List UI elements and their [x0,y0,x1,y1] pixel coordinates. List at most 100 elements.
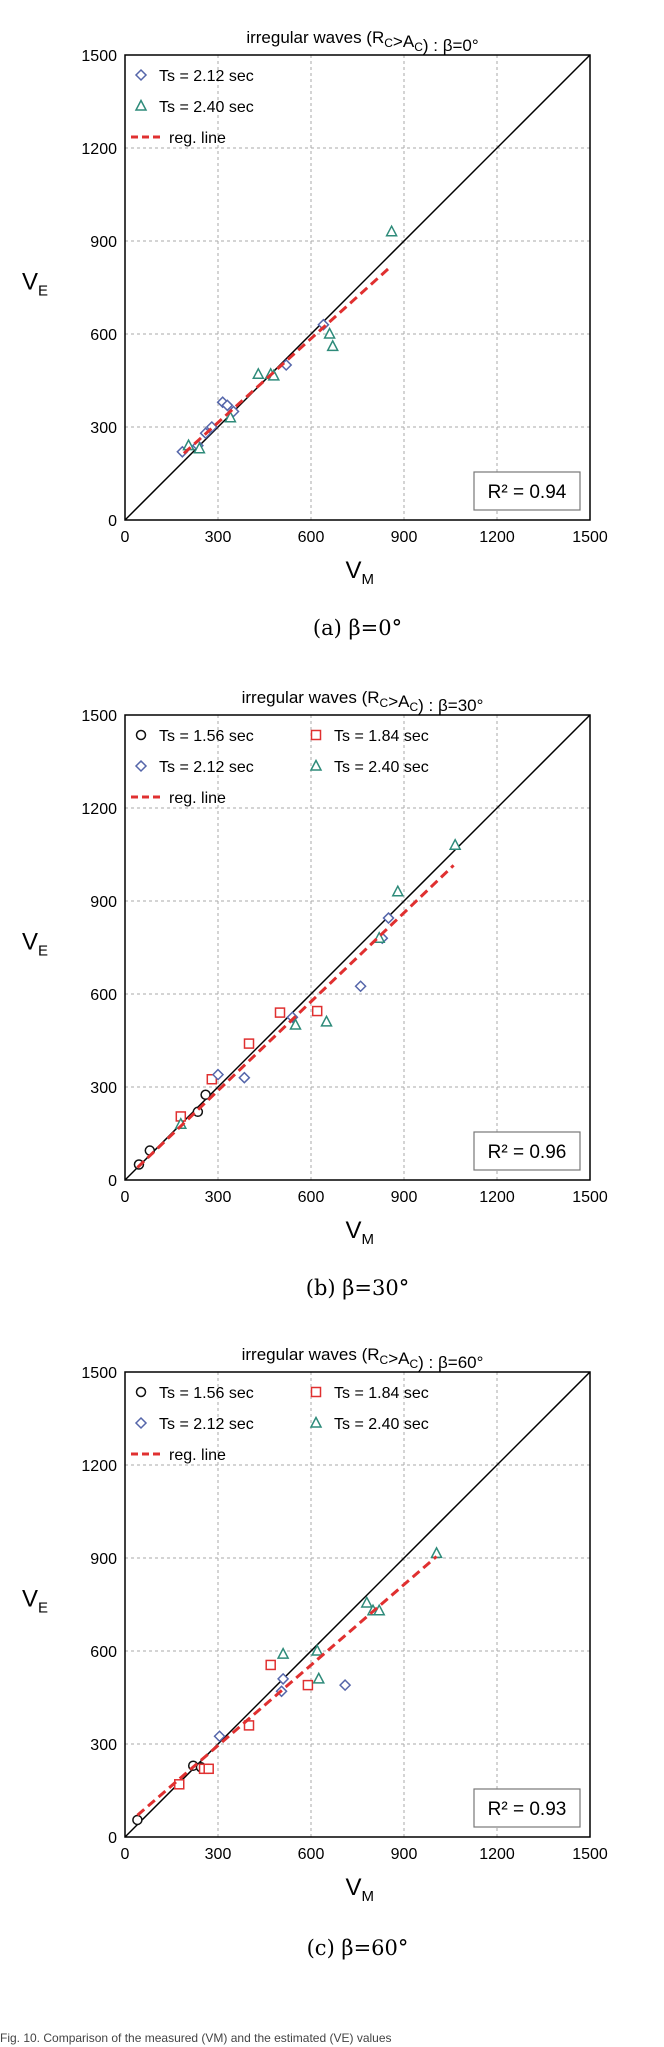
x-tick-label: 1500 [572,529,608,546]
regression-line [182,264,393,455]
y-tick-label: 0 [108,1173,117,1190]
data-point-square [203,1763,214,1775]
legend: Ts = 2.12 sec Ts = 2.40 sec reg. line [131,68,254,147]
data-point-triangle [391,884,405,897]
x-axis-label: VM [346,1217,375,1248]
y-tick-label: 600 [90,1644,117,1661]
legend-label: reg. line [169,1447,226,1464]
x-tick-label: 300 [205,529,232,546]
identity-line [125,55,590,520]
x-tick-label: 0 [121,529,130,546]
data-layer [125,55,590,520]
legend-label: Ts = 2.12 sec [159,759,254,776]
x-tick-label: 600 [298,1846,325,1863]
chart-panel-2: irregular waves (RC>AC) : β=30° 0 300 600 90… [22,688,608,1300]
y-tick-label: 1200 [81,1458,117,1475]
data-point-diamond [354,980,367,993]
data-point-triangle [430,1546,443,1559]
x-tick-label: 1200 [479,529,515,546]
data-point-triangle [326,339,339,352]
x-tick-label: 1500 [572,1846,608,1863]
data-point-square [243,1720,255,1731]
plot-frame [124,1371,591,1838]
legend-label: Ts = 1.56 sec [159,1385,254,1402]
y-tick-label: 900 [90,1551,117,1568]
y-tick-label: 0 [108,513,117,530]
data-point-square [311,1005,323,1017]
legend-label: Ts = 2.40 sec [334,759,429,776]
data-point-square [265,1659,276,1671]
panel-caption: (a) β=0° [313,616,402,640]
legend: Ts = 1.56 sec Ts = 1.84 sec Ts = 2.12 sec T… [131,728,429,807]
data-layer [125,715,590,1180]
data-point-diamond [382,911,395,925]
data-point-triangle [310,1643,324,1656]
x-axis-label: VM [346,1874,375,1905]
legend-label: Ts = 2.12 sec [159,1416,254,1433]
y-tick-label: 600 [90,987,117,1004]
plot-frame [124,54,591,521]
data-point-triangle [323,326,336,339]
y-tick-label: 0 [108,1830,117,1847]
data-point-diamond [213,1730,226,1743]
data-point-triangle [252,367,265,380]
legend-label: Ts = 1.84 sec [334,728,429,745]
data-point-diamond [317,318,330,331]
r2-box [473,471,581,511]
y-tick-label: 1500 [81,1365,117,1382]
legend-label: Ts = 2.12 sec [159,68,254,85]
panel-caption: (c) β=60° [307,1936,409,1960]
data-point-triangle [385,224,398,237]
y-tick-label: 300 [90,420,117,437]
data-layer [125,1372,590,1837]
legend-swatch-square [310,1386,322,1398]
legend-swatch-diamond [134,68,148,82]
y-tick-label: 600 [90,327,117,344]
y-tick-label: 900 [90,234,117,251]
x-tick-label: 900 [391,1846,418,1863]
panel-caption: (b) β=30° [306,1276,409,1300]
data-point-diamond [221,399,234,412]
chart-title: irregular waves (RC>AC) : β=30° [242,688,484,715]
x-tick-label: 600 [298,1189,325,1206]
y-tick-label: 900 [90,894,117,911]
data-point-diamond [238,1071,251,1084]
legend-label: Ts = 1.84 sec [334,1385,429,1402]
identity-line [125,715,590,1180]
x-tick-label: 0 [121,1189,130,1206]
y-axis-label: VE [22,269,48,300]
legend-label: Ts = 2.40 sec [159,99,254,116]
plot-frame [124,714,591,1181]
data-point-diamond [277,1672,290,1685]
r2-label: R² = 0.96 [488,1142,567,1163]
x-tick-label: 300 [205,1846,232,1863]
data-point-triangle [224,410,237,423]
x-tick-label: 900 [391,1189,418,1206]
legend-swatch-triangle [309,758,323,771]
data-point-square [274,1007,286,1018]
data-point-triangle [276,1646,290,1659]
data-point-square [206,1074,218,1085]
legend-label: Ts = 2.40 sec [334,1416,429,1433]
data-point-triangle [448,838,462,850]
x-tick-label: 900 [391,529,418,546]
regression-line [136,864,455,1169]
data-point-triangle [193,441,206,454]
r2-box [473,1131,581,1171]
y-tick-label: 1500 [81,48,117,65]
y-axis-label: VE [22,1586,48,1617]
legend-swatch-diamond [134,1416,148,1430]
data-point-square [174,1779,185,1790]
y-tick-label: 1200 [81,801,117,818]
data-point-square [302,1679,314,1691]
legend: Ts = 1.56 sec Ts = 1.84 sec Ts = 2.12 sec T… [131,1385,429,1464]
x-axis-label: VM [346,557,375,588]
data-point-circle [200,1089,211,1100]
chart-title: irregular waves (RC>AC) : β=60° [242,1345,484,1372]
legend-swatch-triangle [309,1415,323,1428]
x-tick-label: 1200 [479,1846,515,1863]
chart-panel-1: irregular waves (RC>AC) : β=0° 0 300 600 900… [22,28,608,640]
data-point-circle [132,1814,143,1826]
x-tick-label: 1200 [479,1189,515,1206]
